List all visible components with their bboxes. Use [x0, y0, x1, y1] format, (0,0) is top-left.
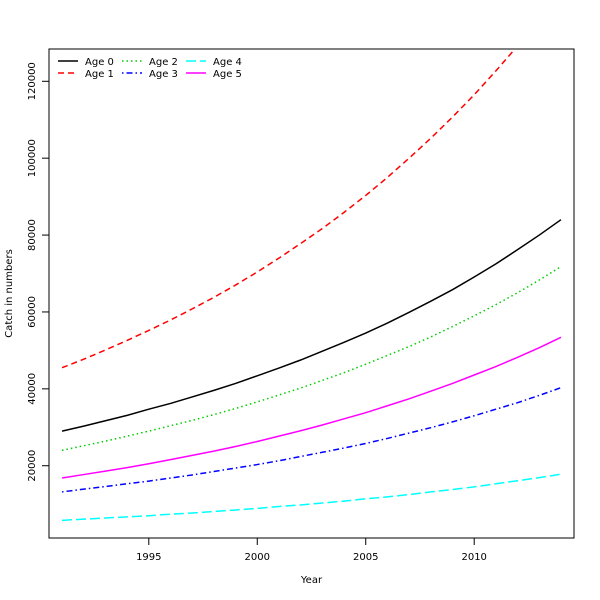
y-tick-label: 20000 [27, 450, 38, 482]
legend-label: Age 4 [213, 57, 242, 68]
legend-label: Age 0 [85, 57, 114, 68]
x-tick-label: 1995 [136, 552, 161, 563]
legend-label: Age 3 [149, 69, 178, 80]
series-line-age-2 [61, 265, 562, 452]
legend-label: Age 5 [213, 69, 242, 80]
x-axis: 1995 2000 2005 2010 [136, 538, 487, 563]
series-line-age-3 [61, 386, 562, 493]
y-axis-title: Catch in numbers [4, 249, 15, 338]
x-tick-label: 2000 [245, 552, 270, 563]
y-tick-label: 120000 [27, 62, 38, 100]
x-tick-label: 2005 [353, 552, 378, 563]
y-tick-label: 40000 [27, 373, 38, 405]
y-tick-label: 60000 [27, 296, 38, 328]
series-line-age-4 [61, 473, 562, 522]
x-tick-label: 2010 [461, 552, 486, 563]
y-tick-label: 80000 [27, 219, 38, 251]
series-line-age-1 [61, 49, 516, 369]
legend-label: Age 1 [85, 69, 114, 80]
plot-frame [48, 48, 575, 539]
series-line-age-0 [61, 219, 562, 432]
series-layer [61, 49, 562, 522]
y-axis: 20000 40000 60000 80000 100000 120000 [27, 62, 49, 482]
y-tick-label: 100000 [27, 139, 38, 177]
series-line-age-5 [61, 336, 562, 479]
x-axis-title: Year [300, 575, 323, 586]
legend-label: Age 2 [149, 57, 178, 68]
